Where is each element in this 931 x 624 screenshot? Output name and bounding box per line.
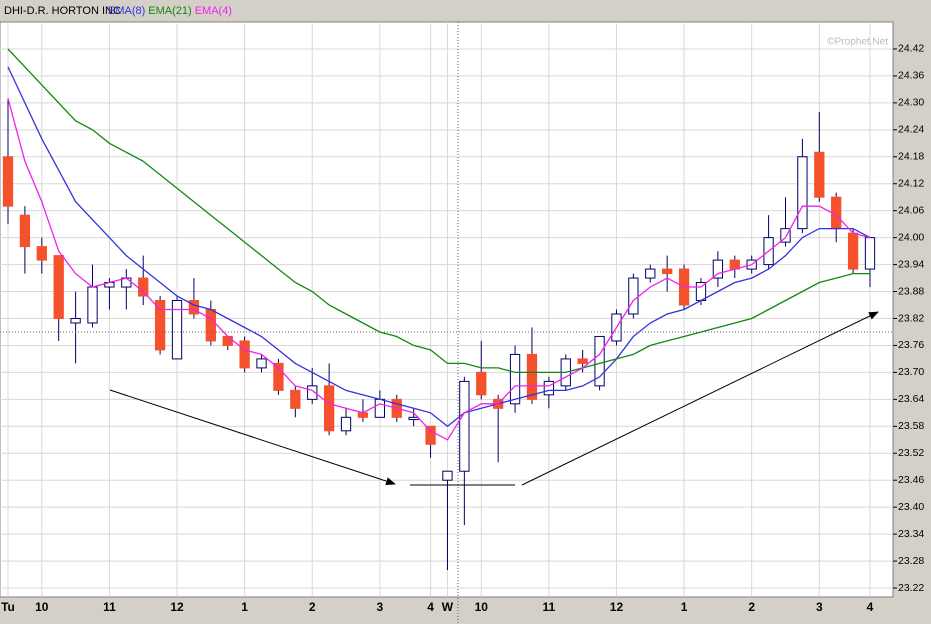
trend-arrow xyxy=(109,389,396,485)
candle-body xyxy=(188,300,200,315)
y-tick-label: 23.22 xyxy=(898,582,924,594)
y-tick-label: 24.18 xyxy=(898,151,924,163)
candle-body xyxy=(797,156,808,230)
candle-body xyxy=(509,353,521,405)
x-tick-label: 12 xyxy=(610,600,624,614)
x-tick-label: 4 xyxy=(867,600,874,614)
x-tick-label: 10 xyxy=(475,600,489,614)
x-tick-label: 10 xyxy=(35,600,49,614)
candle-body xyxy=(374,398,385,418)
candle-body xyxy=(425,425,436,445)
x-tick-label: Tu xyxy=(1,600,15,614)
y-tick-label: 24.30 xyxy=(898,97,924,109)
candle-body xyxy=(543,380,555,396)
candle-body xyxy=(323,385,335,432)
y-tick-label: 24.12 xyxy=(898,178,924,190)
candle-body xyxy=(814,151,825,198)
x-tick-label: 2 xyxy=(748,600,755,614)
candle-body xyxy=(19,214,31,248)
candle-body xyxy=(70,317,81,324)
candle-body xyxy=(577,358,588,364)
plot-area xyxy=(0,21,894,598)
candle-body xyxy=(87,286,98,324)
y-tick-label: 23.40 xyxy=(898,501,924,513)
marks xyxy=(2,48,876,571)
candle-body xyxy=(222,335,233,346)
candle-body xyxy=(526,353,538,400)
y-tick-label: 23.64 xyxy=(898,393,924,405)
chart-title: DHI-D.R. HORTON INC xyxy=(4,5,121,17)
x-tick-label: 12 xyxy=(170,600,184,614)
x-tick-label: 3 xyxy=(376,600,383,614)
legend: EMA(8) EMA(21) EMA(4) xyxy=(108,5,232,17)
candle-body xyxy=(780,228,791,243)
legend-entry: EMA(8) xyxy=(108,5,145,17)
candle-body xyxy=(256,358,267,369)
y-tick-label: 23.46 xyxy=(898,474,924,486)
legend-entry: EMA(4) xyxy=(195,5,232,17)
candle-body xyxy=(36,246,47,261)
candle-body xyxy=(205,309,216,342)
y-tick-label: 23.70 xyxy=(898,366,924,378)
watermark: ©Prophet.Net xyxy=(827,37,888,48)
candle-body xyxy=(307,385,318,400)
trend-arrow xyxy=(521,311,879,486)
y-tick-label: 23.82 xyxy=(898,312,924,324)
candle-body xyxy=(662,268,673,275)
x-tick-label: 11 xyxy=(543,600,556,614)
x-tick-label: 2 xyxy=(309,600,316,614)
ema-line xyxy=(7,48,870,374)
candle-body xyxy=(53,255,64,319)
candle-body xyxy=(645,268,656,279)
ema-line xyxy=(7,66,871,428)
x-tick-label: 11 xyxy=(103,600,116,614)
candle-body xyxy=(628,277,639,315)
candle-body xyxy=(712,259,724,279)
y-tick-label: 23.52 xyxy=(898,447,924,459)
y-tick-label: 24.00 xyxy=(898,231,924,243)
candle-body xyxy=(138,277,149,297)
y-tick-label: 24.24 xyxy=(898,124,924,136)
candle-body xyxy=(459,380,470,472)
y-tick-label: 23.58 xyxy=(898,420,924,432)
candle-body xyxy=(290,389,301,409)
y-tick-label: 24.42 xyxy=(898,43,924,55)
candle-body xyxy=(2,156,14,207)
candle-body xyxy=(239,340,250,369)
candle-body xyxy=(594,335,605,387)
ema-line xyxy=(7,98,871,441)
candle-body xyxy=(847,232,859,270)
y-tick-label: 23.34 xyxy=(898,528,924,540)
y-tick-label: 23.94 xyxy=(898,258,924,270)
y-tick-label: 23.88 xyxy=(898,285,924,297)
y-tick-label: 24.36 xyxy=(898,70,924,82)
y-tick-label: 24.06 xyxy=(898,204,924,216)
candle-body xyxy=(340,416,352,432)
candle-body xyxy=(171,300,183,360)
candle-body xyxy=(476,371,487,396)
candle-body xyxy=(442,470,453,481)
candle-body xyxy=(273,362,284,391)
x-tick-label: 3 xyxy=(816,600,823,614)
candle-body xyxy=(864,237,876,270)
grid: 23.22 23.28 23.34 23.40 23.46 23.52 23.58 23.64… xyxy=(0,22,924,614)
candle-body xyxy=(357,412,369,418)
x-tick-label: 1 xyxy=(681,600,688,614)
x-tick-label: 4 xyxy=(427,600,434,614)
candle-body xyxy=(408,416,419,421)
candle-body xyxy=(154,300,166,351)
y-tick-label: 23.28 xyxy=(898,555,924,567)
legend-entry: EMA(21) xyxy=(148,5,191,17)
x-tick-label: W xyxy=(442,600,454,614)
x-tick-label: 1 xyxy=(241,600,248,614)
y-tick-label: 23.76 xyxy=(898,339,924,351)
